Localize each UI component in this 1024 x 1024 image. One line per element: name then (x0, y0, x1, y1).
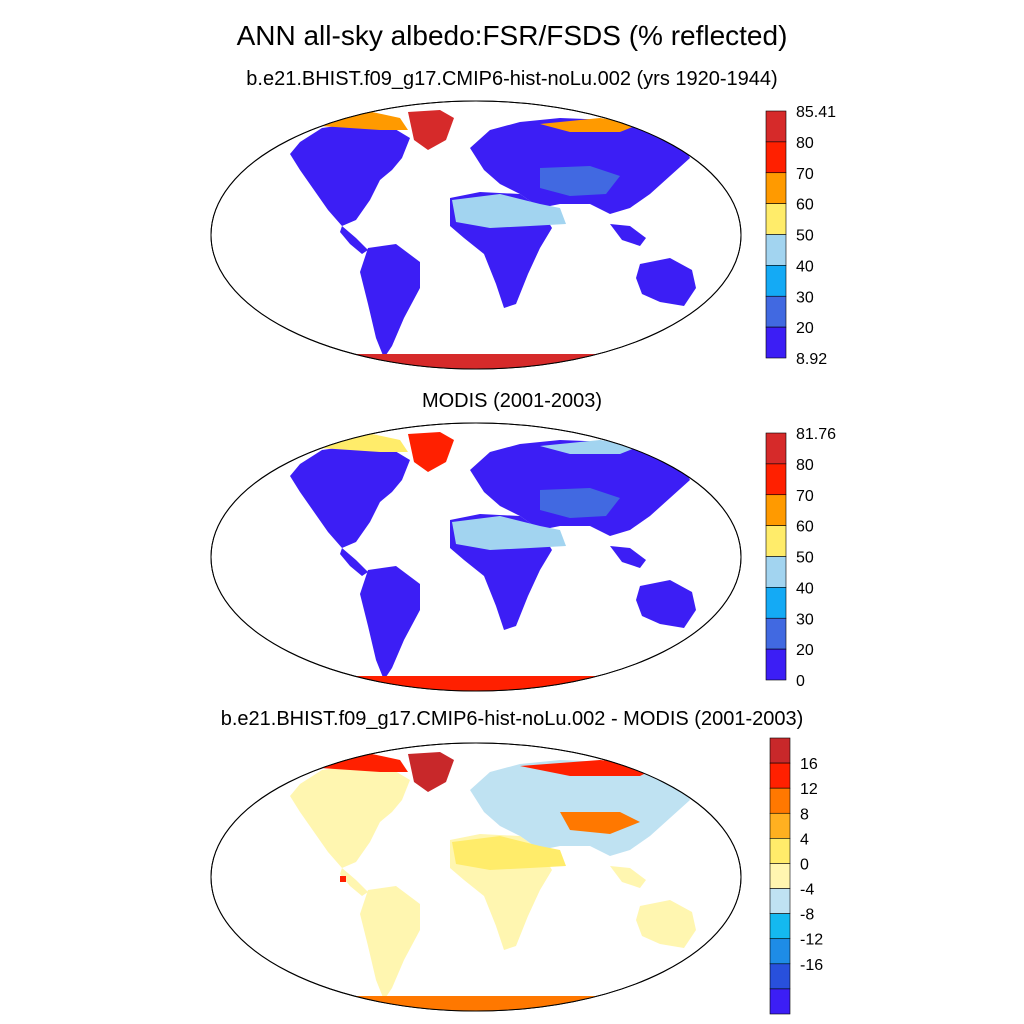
colorbar-1-swatch (765, 265, 787, 297)
colorbar-3-swatch (769, 963, 791, 990)
colorbar-1-label: 30 (796, 289, 814, 306)
colorbar-2-swatch (765, 648, 787, 681)
antarctica (300, 676, 680, 691)
colorbar-1-label: 85.41 (796, 104, 836, 121)
island-anomaly (340, 876, 346, 882)
colorbar-2-swatch (765, 587, 787, 619)
colorbar-1-label: 50 (796, 228, 814, 245)
colorbar-3-label: -12 (800, 932, 823, 949)
colorbar-2-label: 70 (796, 488, 814, 505)
map-panel-3: 16 12 8 4 0 -4 -8 -12 -16 (210, 737, 823, 1015)
south-america (360, 244, 420, 358)
colorbar-3-label: 4 (800, 831, 809, 848)
se-asia (610, 866, 646, 888)
colorbar-2-label: 50 (796, 550, 814, 567)
colorbar-3-label: 12 (800, 781, 818, 798)
greenland (408, 110, 454, 150)
colorbar-1-swatch (765, 234, 787, 266)
colorbar-1-label: 40 (796, 258, 814, 275)
colorbar-2-label: 81.76 (796, 426, 836, 443)
sahara (452, 516, 566, 550)
colorbar-1-swatch (765, 203, 787, 235)
colorbar-3-label: -16 (800, 957, 823, 974)
colorbar-3-swatch (769, 888, 791, 914)
colorbar-1-label: 70 (796, 166, 814, 183)
australia (636, 580, 696, 628)
colorbar-1: 85.41 80 70 60 50 40 30 20 8.92 (765, 104, 836, 368)
colorbar-2-label: 40 (796, 580, 814, 597)
arctic-siberia (540, 440, 640, 454)
colorbar-2-label: 0 (796, 673, 805, 690)
greenland (408, 432, 454, 472)
arctic-siberia (540, 118, 640, 132)
colorbar-3-swatch (769, 913, 791, 940)
greenland (408, 752, 454, 792)
colorbar-2-label: 20 (796, 642, 814, 659)
colorbar-2-label: 30 (796, 611, 814, 628)
colorbar-3-label: -4 (800, 882, 814, 899)
colorbar-2-label: 60 (796, 519, 814, 536)
se-asia (610, 224, 646, 246)
eurasia (470, 440, 690, 536)
colorbar-2-swatch (765, 525, 787, 557)
eurasia (470, 118, 690, 214)
central-asia (540, 166, 620, 196)
antarctica (300, 996, 680, 1011)
map-panel-1: 85.41 80 70 60 50 40 30 20 8.92 (210, 100, 836, 370)
colorbar-3-label: -8 (800, 907, 814, 924)
sahara (452, 194, 566, 228)
central-america (340, 868, 368, 896)
north-america (290, 124, 410, 226)
central-america (340, 548, 368, 576)
eurasia (470, 760, 690, 856)
figure-title: ANN all-sky albedo:FSR/FSDS (% reflected… (236, 20, 788, 51)
colorbar-2-label: 80 (796, 457, 814, 474)
colorbar-1-label: 60 (796, 197, 814, 214)
australia (636, 258, 696, 306)
central-america (340, 226, 368, 254)
colorbar-3-swatch (769, 812, 791, 839)
colorbar-2-swatch (765, 556, 787, 588)
colorbar-3: 16 12 8 4 0 -4 -8 -12 -16 (769, 737, 823, 1015)
colorbar-2-swatch (765, 617, 787, 650)
colorbar-3-swatch (769, 737, 791, 764)
north-america (290, 446, 410, 548)
se-asia (610, 546, 646, 568)
colorbar-2-swatch (765, 463, 787, 496)
colorbar-3-swatch (769, 863, 791, 889)
colorbar-1-swatch (765, 295, 787, 328)
colorbar-1-label: 80 (796, 135, 814, 152)
north-america (290, 766, 410, 868)
sahara (452, 836, 566, 870)
colorbar-3-swatch (769, 938, 791, 965)
panel-1-title: b.e21.BHIST.f09_g17.CMIP6-hist-noLu.002 … (246, 68, 778, 90)
colorbar-3-swatch (769, 838, 791, 864)
colorbar-3-swatch (769, 762, 791, 789)
colorbar-1-label: 20 (796, 320, 814, 337)
central-asia (540, 488, 620, 518)
colorbar-1-swatch (765, 141, 787, 174)
panel-2-title: MODIS (2001-2003) (421, 390, 603, 412)
colorbar-3-label: 16 (800, 756, 818, 773)
south-america (360, 566, 420, 680)
colorbar-3-swatch (769, 988, 791, 1015)
colorbar-1-swatch (765, 110, 787, 143)
panel-3-title: b.e21.BHIST.f09_g17.CMIP6-hist-noLu.002 … (220, 708, 804, 730)
colorbar-3-label: 0 (800, 856, 809, 873)
colorbar-2-swatch (765, 494, 787, 526)
colorbar-3-swatch (769, 787, 791, 814)
central-asia (560, 812, 640, 834)
colorbar-1-swatch (765, 172, 787, 204)
map-panel-2: 81.76 80 70 60 50 40 30 20 0 (210, 422, 836, 692)
australia (636, 900, 696, 948)
colorbar-3-label: 8 (800, 806, 809, 823)
colorbar-2: 81.76 80 70 60 50 40 30 20 0 (765, 426, 836, 690)
antarctica (300, 354, 680, 369)
colorbar-2-swatch (765, 432, 787, 465)
south-america (360, 886, 420, 1000)
colorbar-1-swatch (765, 326, 787, 359)
colorbar-1-label: 8.92 (796, 351, 827, 368)
